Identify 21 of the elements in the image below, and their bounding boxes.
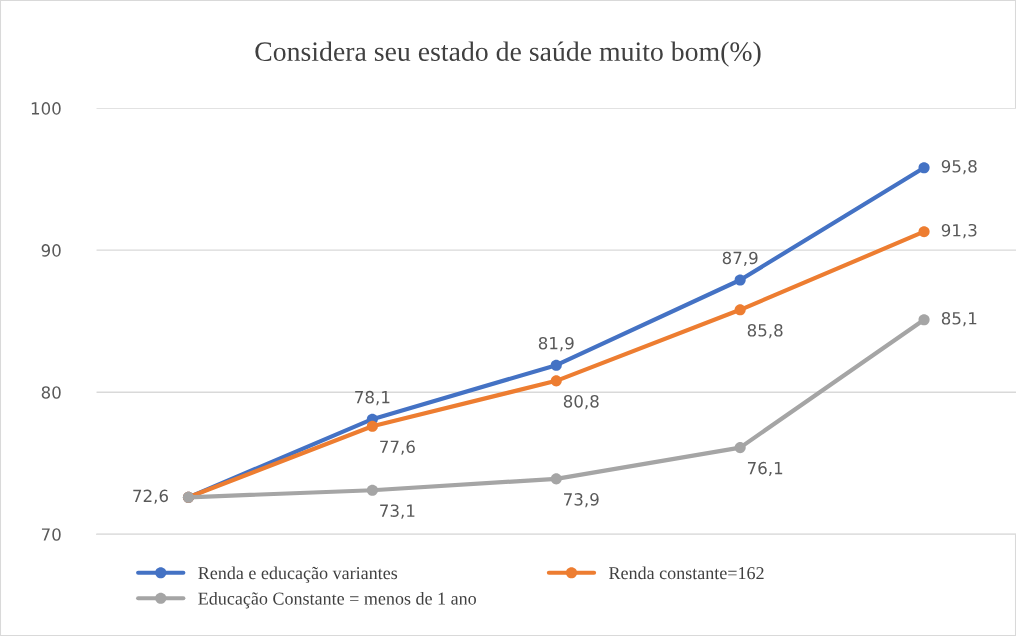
data-label: 77,6 xyxy=(380,440,415,455)
y-tick-label: 100 xyxy=(31,102,61,115)
data-label: 87,9 xyxy=(722,251,758,266)
data-label: 85,1 xyxy=(941,311,977,327)
data-label: 80,8 xyxy=(563,395,599,410)
data-label: 91,3 xyxy=(941,223,977,239)
legend-label: Educação Constante = menos de 1 ano xyxy=(198,592,476,609)
data-label: 76,1 xyxy=(747,461,783,477)
legend-label: Renda e educação variantes xyxy=(198,566,398,583)
data-label: 73,1 xyxy=(380,504,415,519)
legend-label: Renda constante=162 xyxy=(609,566,764,580)
data-label: 81,9 xyxy=(538,336,574,352)
chart-title: Considera seu estado de saúde muito bom(%) xyxy=(255,41,761,67)
y-tick-label: 80 xyxy=(41,386,61,399)
data-label: 95,8 xyxy=(941,160,977,175)
y-tick-label: 70 xyxy=(41,528,61,541)
data-label: 78,1 xyxy=(355,390,390,406)
data-label: 85,8 xyxy=(747,324,783,339)
data-label: 72,6 xyxy=(133,489,168,504)
y-tick-label: 90 xyxy=(41,244,61,257)
data-label: 73,9 xyxy=(564,493,599,508)
